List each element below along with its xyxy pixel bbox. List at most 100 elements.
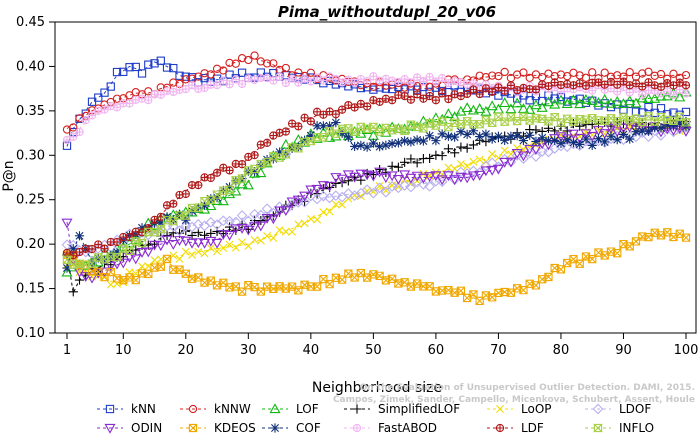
point-ldof [230, 216, 242, 228]
point-ldof [211, 219, 223, 231]
x-tick-label: 1 [63, 343, 71, 358]
legend-item-kdeos: KDEOS [180, 421, 256, 434]
point-knnw [262, 59, 272, 68]
point-cof [418, 136, 428, 146]
point-knn [156, 56, 165, 65]
point-odin [292, 195, 304, 206]
point-ldof [249, 208, 260, 220]
point-ldof [317, 190, 329, 202]
point-simplifiedlof [456, 142, 466, 152]
point-fastabod [100, 105, 109, 114]
x-tick-label: 30 [240, 343, 257, 358]
point-cof [262, 155, 272, 165]
point-ldf [463, 89, 472, 99]
point-loop [488, 150, 497, 159]
point-cof [137, 223, 147, 233]
point-knnw [519, 68, 528, 77]
point-fastabod [287, 74, 297, 83]
legend-marker [188, 404, 198, 414]
point-fastabod [306, 77, 315, 86]
point-inflo [512, 116, 523, 126]
point-fastabod [431, 77, 441, 86]
point-ldf [488, 87, 497, 96]
point-ldf [438, 89, 447, 98]
point-ldf [225, 166, 234, 175]
point-odin [474, 170, 486, 181]
point-kdeos [588, 254, 597, 264]
point-ldf [300, 113, 309, 122]
legend-label: LDOF [619, 402, 651, 416]
point-cof [606, 131, 616, 141]
point-knnw [669, 69, 678, 78]
point-knnw [400, 83, 409, 92]
point-lof [611, 95, 623, 106]
point-odin [167, 240, 179, 250]
point-fastabod [69, 132, 78, 141]
point-cof [537, 133, 547, 143]
point-simplifiedlof [162, 230, 172, 241]
point-cof [287, 143, 297, 153]
point-ldof [424, 180, 436, 192]
point-fastabod [144, 95, 153, 105]
point-cof [518, 135, 529, 146]
point-ldof [643, 131, 654, 142]
point-odin [299, 191, 311, 202]
point-cof [393, 138, 403, 148]
point-knnw [112, 94, 122, 103]
point-knnw [169, 78, 178, 87]
point-ldf [94, 240, 103, 249]
point-simplifiedlof [425, 153, 435, 164]
point-cof [656, 123, 666, 133]
point-loop [419, 169, 428, 178]
point-ldf [100, 244, 109, 253]
point-lof [567, 94, 579, 105]
point-simplifiedlof [199, 230, 210, 240]
point-ldf [281, 127, 290, 136]
point-inflo [124, 246, 135, 256]
point-lof [674, 91, 686, 102]
y-tick-label: 0.10 [16, 326, 45, 341]
legend-item-ldf: LDF [487, 421, 544, 434]
point-inflo [180, 211, 191, 220]
point-knnw [212, 64, 222, 73]
point-cof [493, 131, 504, 141]
point-inflo [137, 238, 147, 248]
point-ldof [180, 220, 192, 232]
point-loop [275, 226, 284, 235]
point-odin [392, 174, 404, 185]
point-knn [94, 93, 103, 102]
point-loop [325, 207, 334, 216]
y-axis-label: P@n [1, 160, 17, 191]
point-fastabod [669, 90, 678, 100]
point-ldof [518, 153, 529, 164]
point-cof [331, 118, 341, 128]
legend-marker [270, 423, 280, 433]
point-odin [574, 133, 586, 144]
point-loop [513, 144, 522, 153]
point-ldof [192, 218, 204, 230]
point-cof [543, 136, 554, 146]
point-loop [463, 162, 472, 171]
point-cof [112, 247, 122, 257]
point-odin [317, 181, 329, 192]
series-kdeos [62, 228, 691, 306]
x-tick-label: 70 [490, 343, 507, 358]
point-cof [550, 135, 560, 146]
point-lof [555, 94, 567, 105]
point-cof [337, 128, 347, 138]
point-loop [225, 240, 234, 249]
point-knnw [181, 75, 190, 84]
point-cof [556, 138, 566, 148]
point-ldf [194, 180, 203, 190]
point-odin [155, 241, 167, 252]
point-ldf [75, 247, 84, 257]
point-odin [586, 131, 598, 142]
point-odin [186, 238, 198, 249]
point-loop [313, 215, 322, 224]
point-odin [374, 167, 386, 178]
point-cof [299, 135, 310, 145]
point-ldf [212, 168, 222, 177]
point-loop [200, 249, 209, 258]
point-simplifiedlof [375, 164, 385, 175]
point-lof [442, 108, 454, 119]
